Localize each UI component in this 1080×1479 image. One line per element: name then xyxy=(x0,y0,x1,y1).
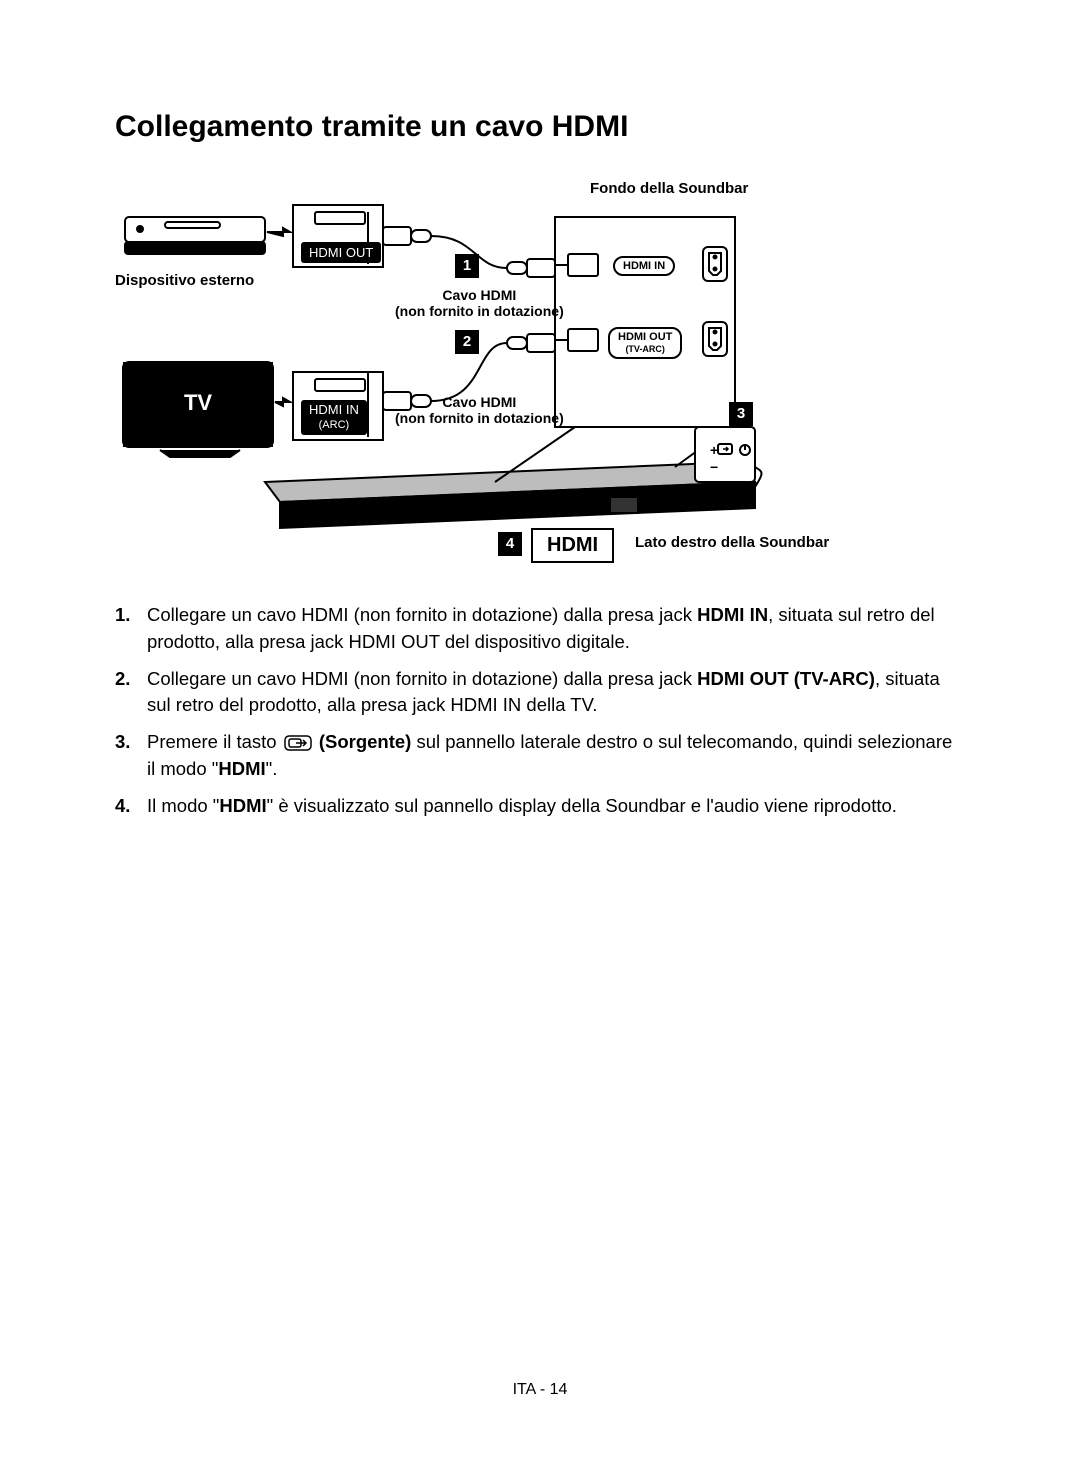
cable1-label-line2: (non fornito in dotazione) xyxy=(395,303,564,319)
cable1-label-line1: Cavo HDMI xyxy=(442,287,516,303)
connection-diagram: + − Fondo della Soundbar Dispositivo est… xyxy=(115,172,965,572)
instruction-steps: 1. Collegare un cavo HDMI (non fornito i… xyxy=(115,602,965,820)
hdmi-in-arc-line2: (ARC) xyxy=(319,419,350,431)
hdmi-out-box: HDMI OUT xyxy=(301,242,381,263)
step-4-bold: HDMI xyxy=(219,795,266,816)
step-4: 4. Il modo "HDMI" è visualizzato sul pan… xyxy=(115,793,965,820)
svg-text:+: + xyxy=(710,442,718,458)
badge-3: 3 xyxy=(729,402,753,426)
step-3: 3. Premere il tasto (Sorgente) sul panne… xyxy=(115,729,965,783)
step-3-text-a: Premere il tasto xyxy=(147,731,282,752)
hdmi-mode-box: HDMI xyxy=(531,528,614,563)
step-4-text-a: Il modo " xyxy=(147,795,219,816)
step-1-text-a: Collegare un cavo HDMI (non fornito in d… xyxy=(147,604,697,625)
hdmi-in-arc-line1: HDMI IN xyxy=(309,402,359,417)
step-2-num: 2. xyxy=(115,666,130,693)
external-device-label: Dispositivo esterno xyxy=(115,272,254,289)
badge-4: 4 xyxy=(498,532,522,556)
step-1: 1. Collegare un cavo HDMI (non fornito i… xyxy=(115,602,965,656)
right-side-label: Lato destro della Soundbar xyxy=(635,534,829,551)
step-3-bold2: HDMI xyxy=(218,758,265,779)
step-2: 2. Collegare un cavo HDMI (non fornito i… xyxy=(115,666,965,720)
step-2-bold: HDMI OUT (TV-ARC) xyxy=(697,668,875,689)
step-3-bold: (Sorgente) xyxy=(314,731,412,752)
cable2-label-line2: (non fornito in dotazione) xyxy=(395,410,564,426)
step-1-num: 1. xyxy=(115,602,130,629)
oval-hdmi-out-line2: (TV-ARC) xyxy=(625,344,665,354)
step-1-bold: HDMI IN xyxy=(697,604,768,625)
source-icon xyxy=(284,735,312,751)
tv-label: TV xyxy=(184,390,212,415)
step-3-text-c: ". xyxy=(266,758,278,779)
oval-hdmi-out-line1: HDMI OUT xyxy=(618,331,672,343)
step-4-text-b: " è visualizzato sul pannello display de… xyxy=(267,795,897,816)
oval-hdmi-in: HDMI IN xyxy=(613,256,675,276)
page-title: Collegamento tramite un cavo HDMI xyxy=(115,110,965,144)
cable2-label-line1: Cavo HDMI xyxy=(442,394,516,410)
badge-1: 1 xyxy=(455,254,479,278)
step-4-num: 4. xyxy=(115,793,130,820)
step-2-text-a: Collegare un cavo HDMI (non fornito in d… xyxy=(147,668,697,689)
page-footer: ITA - 14 xyxy=(0,1381,1080,1399)
badge-2: 2 xyxy=(455,330,479,354)
soundbar-bottom-label: Fondo della Soundbar xyxy=(590,180,748,197)
step-3-num: 3. xyxy=(115,729,130,756)
svg-text:−: − xyxy=(710,459,718,475)
